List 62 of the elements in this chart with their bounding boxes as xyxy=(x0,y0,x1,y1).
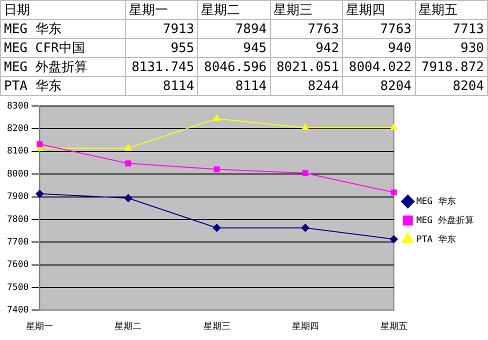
point xyxy=(390,235,398,244)
point xyxy=(124,144,132,150)
x-tick-label: 星期四 xyxy=(292,320,319,332)
point xyxy=(390,189,397,196)
text: 8046.596 xyxy=(198,58,270,76)
x-tick-label: 星期三 xyxy=(203,320,230,332)
legend-label: PTA 华东 xyxy=(416,234,456,245)
text: 942 xyxy=(270,38,343,58)
text: 8114 xyxy=(198,76,270,96)
x-tick-label: 星期五 xyxy=(380,320,408,332)
text: 星期一 xyxy=(125,0,198,20)
point xyxy=(36,141,43,148)
point xyxy=(125,160,132,166)
legend-label: MEG 华东 xyxy=(416,196,456,207)
text: 8114 xyxy=(125,76,198,96)
text: 945 xyxy=(198,38,270,58)
y-tick-label: 7900 xyxy=(6,192,29,202)
y-tick-label: 8000 xyxy=(6,169,29,180)
y-tick-label: 7600 xyxy=(6,260,29,270)
point xyxy=(301,224,310,232)
text: 930 xyxy=(415,38,488,58)
text: MEG CFR中国 xyxy=(0,38,126,58)
x-tick-label: 星期二 xyxy=(114,320,142,332)
point xyxy=(36,190,44,198)
point xyxy=(124,194,132,202)
point xyxy=(213,114,220,121)
text: 7894 xyxy=(198,20,270,38)
point xyxy=(390,124,398,130)
point xyxy=(302,170,308,176)
point xyxy=(212,224,221,232)
text: MEG 华东 xyxy=(0,20,126,38)
point xyxy=(214,166,220,172)
text: 7913 xyxy=(125,20,198,38)
text: 8204 xyxy=(342,76,416,96)
text: 8004.022 xyxy=(342,58,416,76)
text: 7918.872 xyxy=(415,58,488,76)
y-tick-label: 7800 xyxy=(6,214,29,225)
text: 7713 xyxy=(415,20,488,38)
y-tick-label: 7700 xyxy=(6,237,29,248)
text: 星期四 xyxy=(342,0,416,20)
text: PTA 华东 xyxy=(0,76,126,96)
text: 星期三 xyxy=(270,0,343,20)
x-tick-label: 星期一 xyxy=(26,320,54,332)
text: 8244 xyxy=(270,76,343,96)
text: 940 xyxy=(342,38,416,58)
y-tick-label: 8200 xyxy=(6,124,29,134)
point xyxy=(302,124,309,130)
text: 星期二 xyxy=(198,0,270,20)
text: 8204 xyxy=(415,76,488,96)
text: 日期 xyxy=(0,0,126,20)
y-tick-label: 7400 xyxy=(6,306,29,316)
legend-label: MEG 外盘折算 xyxy=(416,214,474,226)
text: 955 xyxy=(125,38,198,58)
y-tick-label: 7500 xyxy=(6,282,29,293)
text: MEG 外盘折算 xyxy=(0,58,126,76)
text: 星期五 xyxy=(415,0,488,20)
text: 8131.745 xyxy=(125,58,198,76)
text: 8021.051 xyxy=(270,58,343,76)
y-tick-label: 8100 xyxy=(6,146,29,157)
text: 7763 xyxy=(270,20,343,38)
text: 7763 xyxy=(342,20,416,38)
y-tick-label: 8300 xyxy=(6,101,29,112)
